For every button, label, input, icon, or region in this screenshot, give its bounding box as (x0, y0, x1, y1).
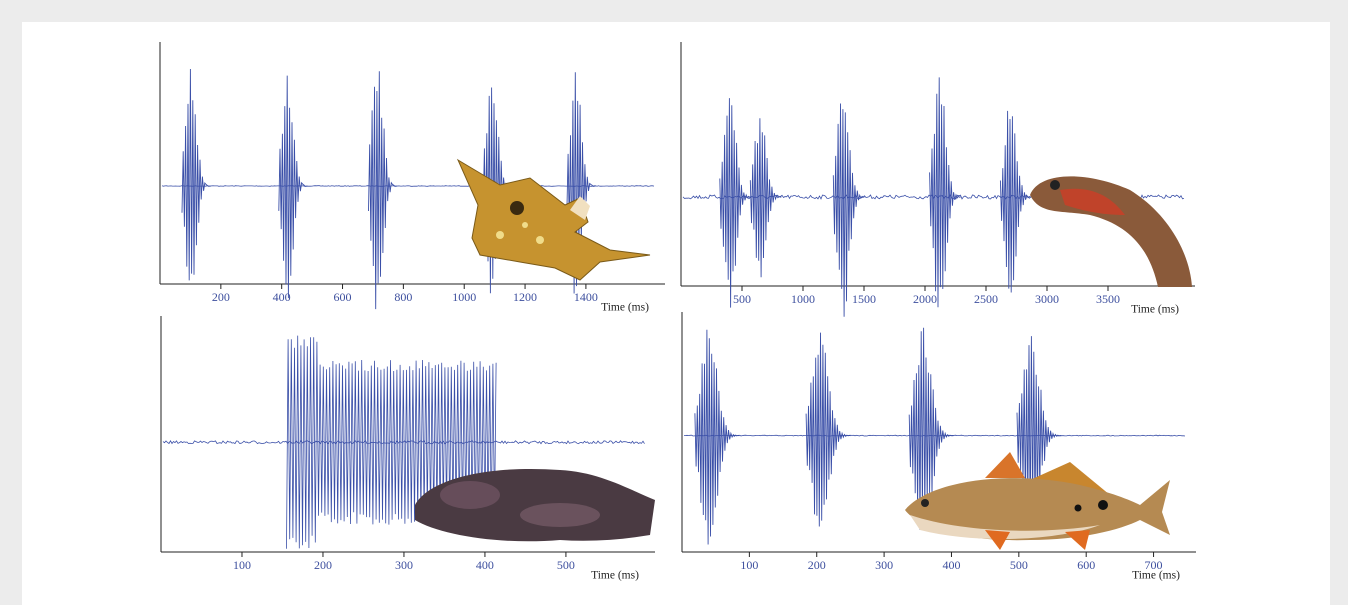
x-tick-label: 500 (557, 558, 575, 572)
x-tick-label: 3500 (1096, 292, 1120, 306)
x-tick-label: 1500 (852, 292, 876, 306)
x-tick-label: 1200 (513, 290, 537, 304)
x-tick-label: 100 (233, 558, 251, 572)
x-tick-label: 2000 (913, 292, 937, 306)
x-tick-label: 300 (875, 558, 893, 572)
x-tick-label: 1000 (791, 292, 815, 306)
x-axis-label: Time (ms) (1131, 304, 1179, 316)
x-axis-label: Time (ms) (591, 570, 639, 582)
x-tick-label: 600 (1077, 558, 1095, 572)
page: {"chart_data": [ {"type": "pulses", "x_l… (0, 0, 1348, 605)
x-tick-label: 200 (212, 290, 230, 304)
x-tick-label: 100 (740, 558, 758, 572)
x-tick-label: 3000 (1035, 292, 1059, 306)
figure: 200400600800100012001400Time (ms)5001000… (0, 0, 1348, 605)
x-tick-label: 400 (476, 558, 494, 572)
x-tick-label: 1400 (574, 290, 598, 304)
x-tick-label: 500 (1010, 558, 1028, 572)
x-axis-label: Time (ms) (601, 302, 649, 314)
x-tick-label: 200 (808, 558, 826, 572)
x-tick-label: 1000 (452, 290, 476, 304)
x-tick-label: 300 (395, 558, 413, 572)
x-tick-label: 400 (942, 558, 960, 572)
x-tick-label: 800 (394, 290, 412, 304)
x-tick-label: 600 (334, 290, 352, 304)
x-tick-label: 200 (314, 558, 332, 572)
x-axis-label: Time (ms) (1132, 570, 1180, 582)
x-tick-label: 2500 (974, 292, 998, 306)
x-tick-label: 500 (733, 292, 751, 306)
